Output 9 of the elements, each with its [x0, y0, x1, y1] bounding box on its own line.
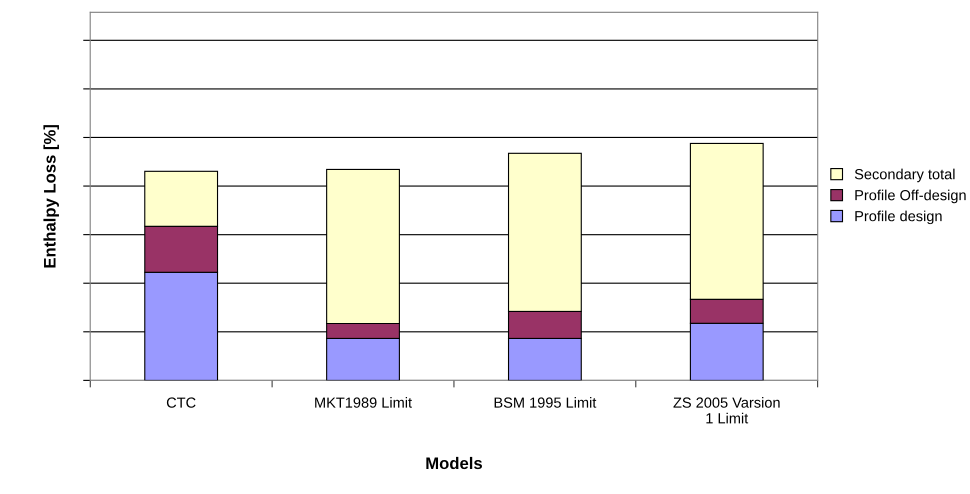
- x-tick-label: ZS 2005 Varsion 1 Limit: [673, 397, 780, 424]
- legend-label: Profile design: [855, 210, 942, 224]
- x-axis-title: Models: [426, 456, 482, 470]
- y-axis-title: Enthalpy Loss [%]: [43, 125, 59, 268]
- x-tick-label: BSM 1995 Limit: [494, 397, 596, 408]
- x-tick-label: CTC: [166, 397, 196, 408]
- legend-label: Profile Off-design: [855, 190, 966, 204]
- legend-label: Secondary total: [854, 168, 955, 182]
- x-tick-label: MKT1989 Limit: [315, 397, 412, 408]
